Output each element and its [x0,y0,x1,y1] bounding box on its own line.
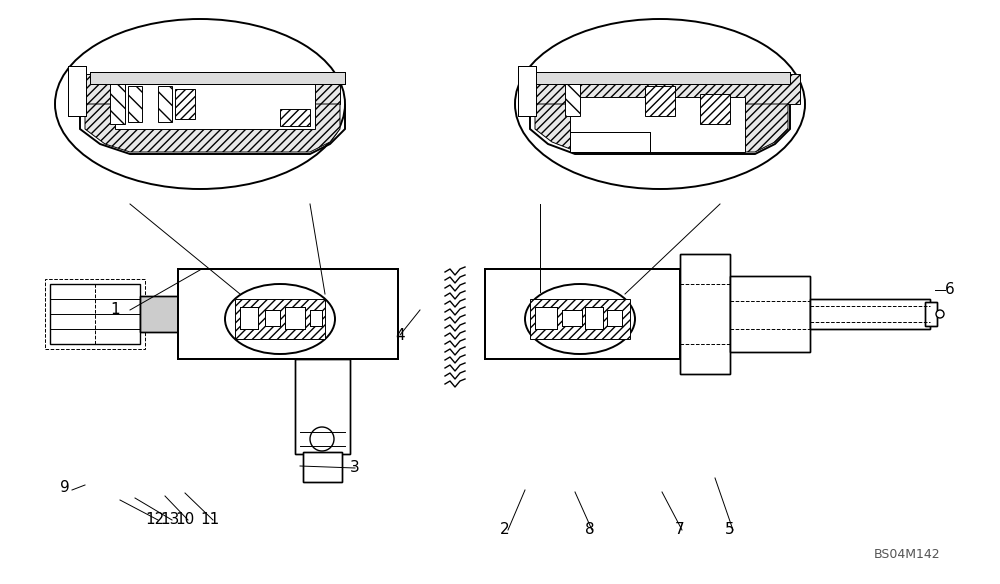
Bar [50,284,140,344]
Bar [570,132,650,152]
Polygon shape [235,299,325,339]
Bar [310,310,322,326]
Polygon shape [565,84,580,116]
Polygon shape [645,86,675,116]
Bar [810,299,930,329]
Bar [925,302,937,326]
Bar [285,307,305,329]
Bar [68,66,86,116]
Bar [45,279,145,349]
Bar [265,310,280,326]
Text: 8: 8 [585,523,595,537]
Bar [730,276,810,352]
Polygon shape [175,89,195,119]
Bar [295,359,350,454]
Text: 10: 10 [175,513,195,527]
Bar [585,307,603,329]
Polygon shape [75,74,340,104]
Bar [518,66,536,116]
Bar [240,307,258,329]
Text: 11: 11 [200,513,220,527]
Text: 3: 3 [350,461,360,475]
Ellipse shape [55,19,345,189]
Bar [925,302,937,326]
Text: 13: 13 [160,513,180,527]
Polygon shape [158,86,172,122]
Bar [178,269,398,359]
Bar [310,310,322,326]
Text: 2: 2 [500,523,510,537]
Bar [562,310,582,326]
Circle shape [936,310,944,318]
Text: 6: 6 [945,283,955,297]
Polygon shape [700,94,730,124]
Bar [535,72,790,84]
Bar [607,310,622,326]
Bar [485,269,680,359]
Text: 12: 12 [145,513,165,527]
Bar [140,296,180,332]
Text: 9: 9 [60,481,70,495]
Text: 7: 7 [675,523,685,537]
Ellipse shape [515,19,805,189]
Bar [730,276,810,352]
Bar [140,296,180,332]
Bar [240,307,258,329]
Bar [178,269,398,359]
Text: BS04M142: BS04M142 [873,548,940,561]
Bar [535,307,557,329]
Bar [90,72,345,84]
Bar [285,307,305,329]
Bar [485,269,680,359]
Bar [680,254,730,374]
Bar [810,299,930,329]
Bar [562,310,582,326]
Polygon shape [110,84,125,124]
Bar [90,72,345,84]
Bar [570,97,745,152]
Text: 5: 5 [725,523,735,537]
Bar [303,452,342,482]
Bar [680,254,730,374]
Bar [535,72,790,84]
Bar [303,452,342,482]
Bar [115,79,315,129]
Bar [68,66,86,116]
Bar [518,66,536,116]
Polygon shape [128,86,142,122]
Text: 4: 4 [395,328,405,342]
Bar [607,310,622,326]
Polygon shape [85,104,340,152]
Bar [570,132,650,152]
Bar [585,307,603,329]
Bar [535,307,557,329]
Polygon shape [520,74,800,104]
Polygon shape [535,104,788,152]
Text: 1: 1 [110,303,120,318]
Bar [295,359,350,454]
Polygon shape [280,109,310,126]
Polygon shape [530,299,630,339]
Bar [265,310,280,326]
